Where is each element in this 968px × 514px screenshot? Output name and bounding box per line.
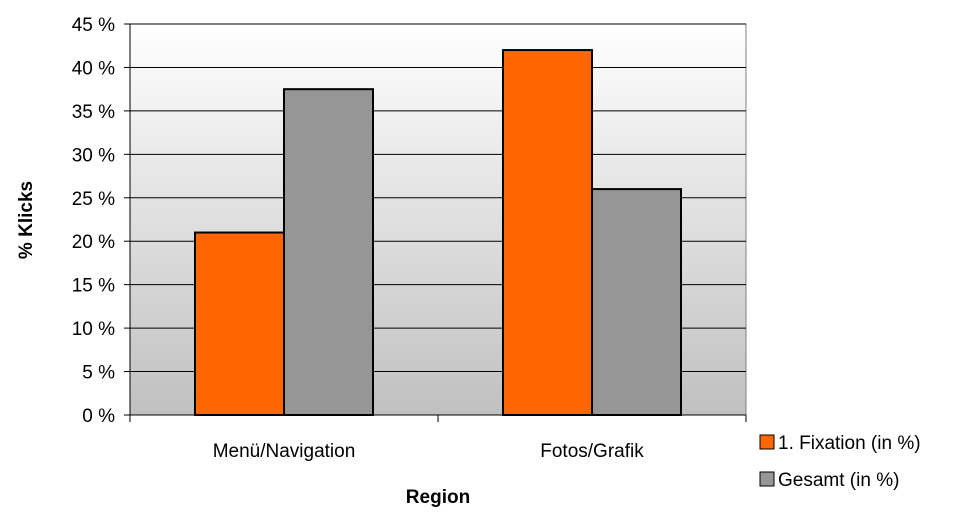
bar bbox=[591, 188, 682, 416]
x-axis-title: Region bbox=[406, 487, 470, 508]
bar bbox=[283, 88, 374, 417]
y-ticks: 0 % 5 % 10 % 15 % 20 % 25 % 30 % 35 % 40 % 45 % bbox=[72, 15, 130, 427]
y-axis-title: % Klicks bbox=[16, 181, 37, 259]
bar bbox=[502, 49, 593, 416]
legend-swatch bbox=[759, 471, 775, 487]
y-tick-label: 15 % bbox=[72, 276, 115, 297]
x-ticks: Menü/Navigation Fotos/Grafik bbox=[129, 415, 747, 462]
legend: 1. Fixation (in %) Gesamt (in %) bbox=[759, 433, 921, 491]
y-tick-label: 20 % bbox=[72, 232, 115, 253]
y-tick-label: 10 % bbox=[72, 319, 115, 340]
y-tick-label: 25 % bbox=[72, 189, 115, 210]
bars bbox=[194, 49, 682, 417]
bar bbox=[194, 231, 285, 416]
legend-swatch bbox=[759, 434, 775, 450]
y-tick-label: 30 % bbox=[72, 145, 115, 166]
x-tick-label: Menü/Navigation bbox=[213, 441, 356, 462]
y-tick-label: 0 % bbox=[82, 406, 115, 427]
legend-label: Gesamt (in %) bbox=[778, 470, 899, 491]
y-tick-label: 35 % bbox=[72, 102, 115, 123]
x-tick-label: Fotos/Grafik bbox=[540, 441, 644, 462]
y-tick-label: 5 % bbox=[82, 363, 115, 384]
legend-label: 1. Fixation (in %) bbox=[778, 433, 921, 454]
y-tick-label: 40 % bbox=[72, 58, 115, 79]
y-tick-label: 45 % bbox=[72, 15, 115, 36]
